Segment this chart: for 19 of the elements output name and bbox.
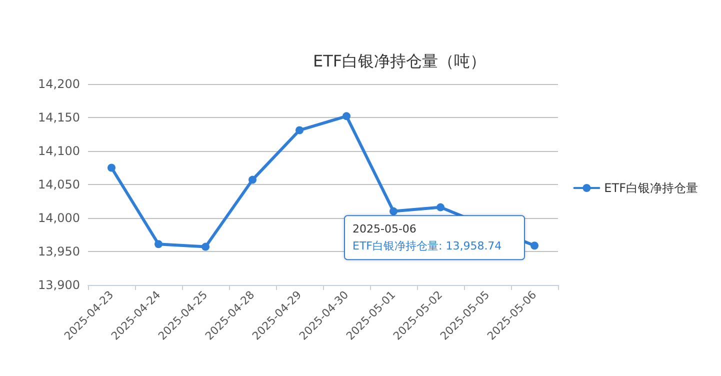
- point: [342, 112, 350, 120]
- y-tick-label: 14,150: [38, 110, 80, 124]
- point: [108, 164, 116, 172]
- annotation: 2025-05-06 ETF白银净持仓量: 13,958.74: [352, 222, 502, 253]
- y-tick-label: 13,950: [38, 244, 80, 258]
- point: [296, 126, 304, 134]
- y-tick-label: 14,000: [38, 211, 80, 225]
- point: [390, 207, 398, 216]
- point: [436, 203, 444, 212]
- y-tick-label: 14,200: [38, 77, 80, 91]
- y-tick-label: 14,050: [38, 178, 80, 192]
- chart-title: ETF白银净持仓量（吨）: [313, 52, 486, 70]
- legend-label: ETF白银净持仓量: [604, 181, 698, 195]
- y-tick-label: 13,900: [38, 278, 80, 292]
- point: [154, 240, 162, 248]
- point: [202, 242, 210, 251]
- y-tick-label: 14,100: [38, 144, 80, 158]
- point: [530, 242, 538, 250]
- point: [248, 176, 256, 184]
